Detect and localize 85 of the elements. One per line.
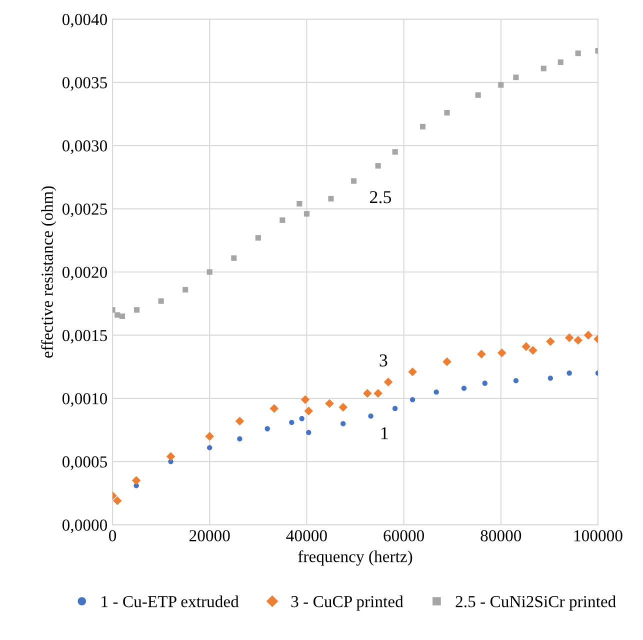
point [325, 399, 334, 408]
point [351, 178, 357, 184]
legend-label: 3 - CuCP printed [291, 596, 404, 611]
y-tick-label: 0,0010 [62, 393, 108, 407]
point [392, 149, 398, 155]
y-tick-label: 0,0005 [62, 456, 108, 470]
point [207, 445, 212, 450]
point [306, 430, 312, 436]
point [231, 255, 237, 261]
point [477, 350, 486, 359]
point [461, 386, 467, 391]
point [328, 196, 334, 202]
point [375, 163, 381, 169]
point [134, 307, 140, 313]
point [420, 124, 426, 130]
point [574, 336, 582, 345]
point [132, 476, 141, 485]
point [289, 420, 294, 426]
point [296, 200, 302, 207]
point [158, 298, 164, 304]
point [374, 388, 382, 398]
point [584, 330, 593, 340]
x-tick-label: 0 [108, 530, 116, 542]
x-tick-label: 20000 [190, 530, 230, 542]
point [119, 313, 126, 320]
point [564, 333, 574, 342]
point [392, 406, 398, 412]
point [408, 367, 417, 376]
y-tick-label: 0,0040 [62, 14, 108, 28]
point [235, 416, 244, 426]
point [304, 406, 314, 416]
annotation: 2.5 [370, 191, 392, 204]
point [575, 50, 581, 56]
point [300, 395, 310, 404]
point [513, 378, 519, 384]
point [444, 110, 450, 116]
annotation: 1 [381, 427, 388, 440]
point [540, 66, 546, 72]
point [299, 416, 304, 422]
point [497, 348, 506, 358]
point [114, 312, 120, 318]
point [513, 74, 519, 80]
point [410, 397, 416, 402]
y-axis-title: effective resistance (ohm) [40, 186, 56, 358]
y-tick-label: 0,0025 [62, 204, 108, 218]
point [498, 82, 504, 88]
point [166, 452, 176, 461]
point [384, 378, 393, 386]
point [558, 59, 564, 65]
point [304, 211, 310, 217]
point [528, 346, 538, 355]
y-tick-label: 0,0015 [62, 330, 108, 344]
legend-label: 2.5 - CuNi2SiCr printed [456, 596, 616, 611]
point [434, 389, 439, 395]
point [280, 217, 286, 223]
point [112, 496, 122, 506]
point [340, 421, 346, 426]
point [206, 269, 212, 275]
point [264, 426, 270, 432]
x-axis-title: frequency (hertz) [298, 550, 412, 566]
point [442, 357, 452, 366]
point [363, 388, 372, 398]
y-tick-label: 0,0000 [62, 520, 108, 534]
point [205, 432, 214, 441]
point [482, 380, 488, 386]
x-tick-label: 40000 [286, 530, 327, 542]
x-tick-label: 60000 [384, 530, 424, 542]
x-tick-label: 80000 [480, 530, 522, 542]
y-tick-label: 0,0020 [62, 266, 108, 280]
legend-label: 1 - Cu-ETP extruded [102, 596, 239, 608]
point [546, 337, 555, 346]
point [182, 286, 188, 292]
annotation: 3 [380, 354, 388, 367]
point [548, 376, 554, 381]
point [338, 402, 348, 412]
point [566, 370, 572, 376]
y-tick-label: 0,0030 [62, 140, 108, 154]
point [270, 404, 279, 413]
y-tick-label: 0,0035 [62, 77, 108, 91]
point [368, 413, 374, 419]
x-tick-label: 100000 [574, 530, 622, 542]
point [522, 342, 531, 351]
point [255, 235, 261, 241]
point [475, 92, 481, 98]
point [237, 436, 242, 442]
